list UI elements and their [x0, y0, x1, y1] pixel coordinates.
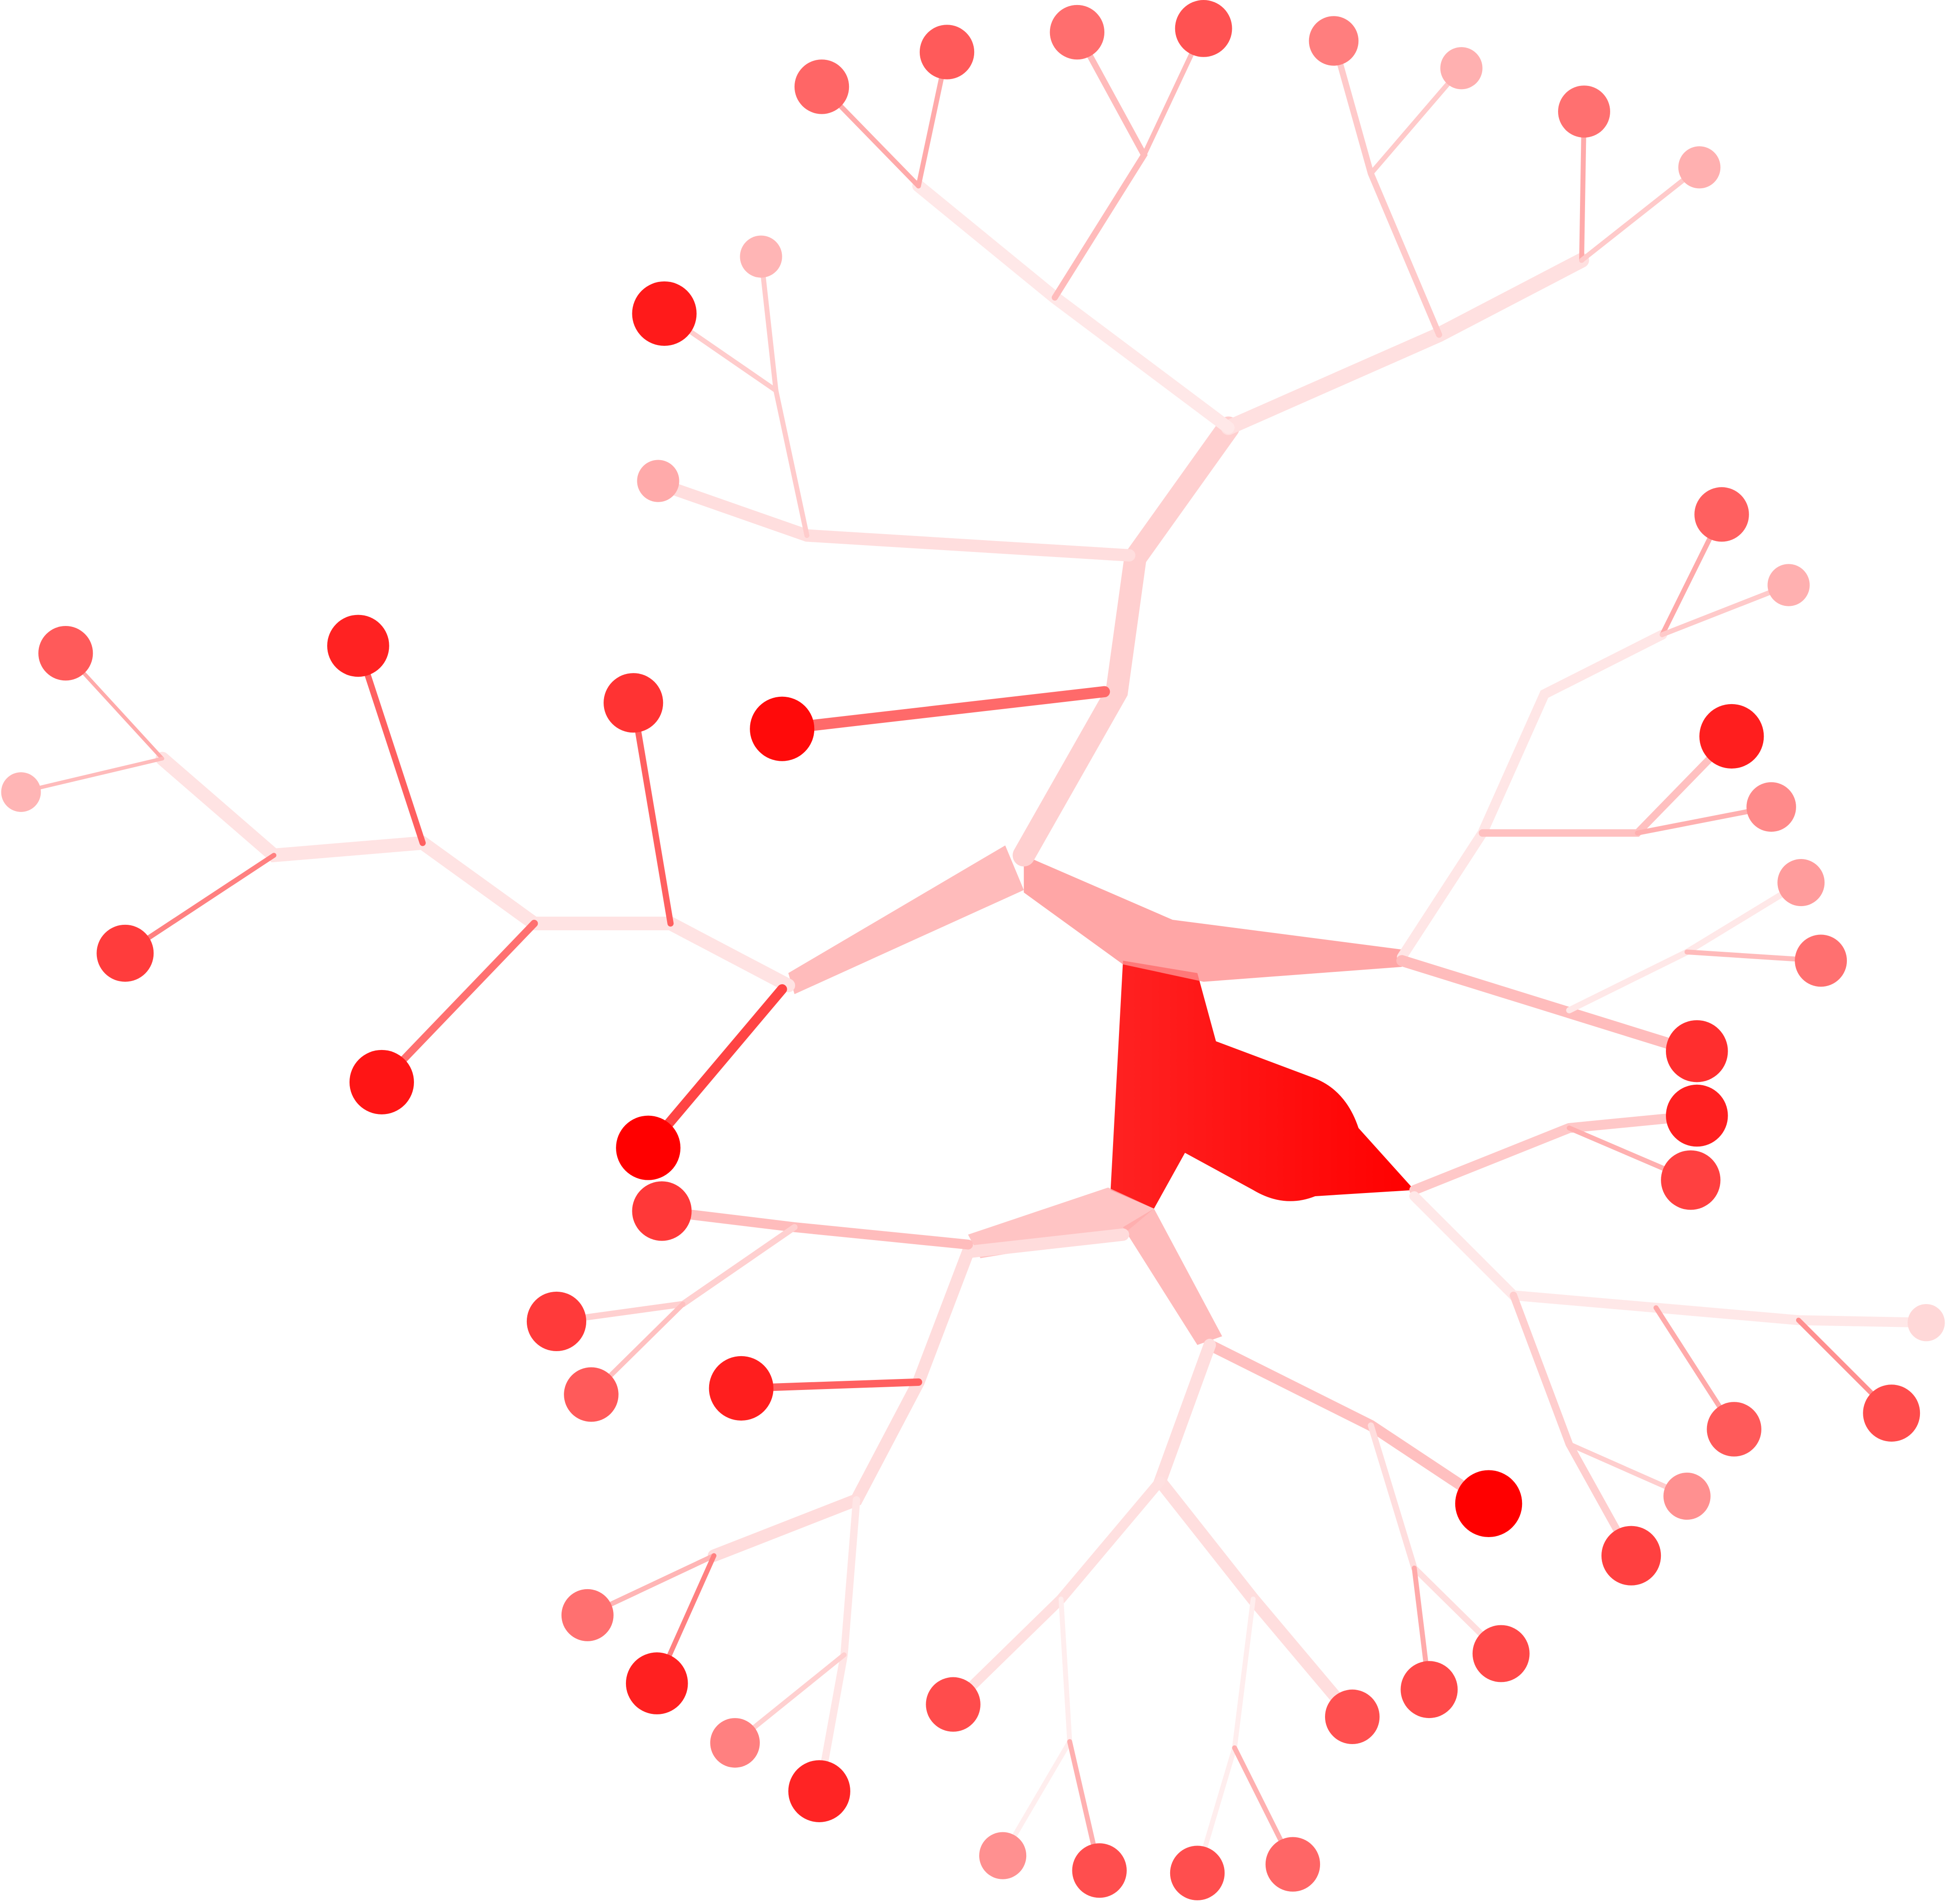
node	[709, 1356, 774, 1421]
edge	[1204, 1339, 1495, 1509]
edge	[1579, 164, 1702, 263]
node	[1265, 1837, 1320, 1892]
edge	[1195, 1596, 1256, 1876]
edge	[657, 1206, 973, 1250]
hub-upper-band	[1023, 855, 1402, 982]
hub-lower-band	[968, 1187, 1154, 1258]
node	[1170, 1846, 1225, 1900]
node	[632, 281, 697, 346]
edge	[19, 757, 164, 794]
node	[327, 615, 389, 677]
node	[616, 1115, 681, 1180]
edge	[758, 254, 779, 393]
node	[632, 1181, 692, 1241]
node	[740, 235, 782, 278]
edge	[122, 853, 276, 956]
node	[626, 1652, 688, 1714]
node	[919, 25, 975, 80]
edge	[355, 642, 426, 846]
edge	[1331, 37, 1442, 338]
edge	[1396, 955, 1699, 1057]
node	[1309, 16, 1359, 66]
node	[1072, 1843, 1127, 1898]
hub-lower-stem	[1123, 1209, 1222, 1345]
edge	[1409, 1110, 1702, 1195]
node	[926, 1677, 981, 1732]
edge	[776, 686, 1110, 735]
edge	[815, 1496, 860, 1795]
edge	[643, 984, 787, 1153]
node	[1050, 5, 1105, 60]
edge	[1013, 416, 1240, 867]
edge	[662, 311, 810, 538]
node	[1699, 704, 1764, 769]
edge	[378, 919, 538, 1086]
node	[1440, 47, 1483, 90]
node	[1663, 1472, 1711, 1520]
hub-left-band	[788, 845, 1024, 994]
node	[526, 1291, 587, 1352]
edge	[1051, 29, 1148, 301]
edge	[1368, 1422, 1504, 1657]
node	[1746, 782, 1796, 832]
node	[1678, 146, 1721, 189]
node	[1400, 1661, 1458, 1718]
edge	[1566, 879, 1804, 1013]
node	[1, 772, 41, 812]
node	[979, 1832, 1027, 1879]
node	[1472, 1625, 1530, 1682]
edge	[1153, 1338, 1359, 1723]
node	[1767, 564, 1810, 606]
node	[710, 1718, 760, 1768]
node	[788, 1760, 850, 1822]
edge	[948, 1476, 1165, 1710]
edge	[553, 1224, 798, 1325]
edge	[652, 477, 1135, 562]
node	[1601, 1526, 1661, 1586]
edge	[1221, 253, 1589, 435]
node	[1863, 1384, 1920, 1442]
node	[349, 1050, 414, 1114]
hub	[788, 845, 1415, 1345]
node	[38, 626, 93, 681]
node	[1777, 859, 1825, 907]
edges	[19, 26, 1931, 1876]
node	[794, 59, 849, 114]
node	[1666, 1020, 1728, 1082]
node	[1558, 85, 1610, 138]
edge	[630, 700, 674, 927]
node	[96, 924, 154, 982]
node	[604, 673, 663, 733]
edge	[707, 1228, 1129, 1562]
node	[1908, 1304, 1945, 1342]
edge	[155, 752, 795, 992]
edge	[1368, 65, 1464, 176]
node	[1175, 0, 1232, 57]
edge	[912, 180, 1235, 434]
node	[1707, 1402, 1761, 1457]
edge	[1660, 583, 1792, 637]
hub-core	[1110, 960, 1415, 1209]
node	[561, 1589, 614, 1641]
edge	[1409, 1191, 1931, 1328]
edge	[1397, 630, 1667, 962]
node	[1325, 1689, 1380, 1745]
edge	[1000, 1596, 1072, 1858]
node	[564, 1367, 619, 1422]
edge	[1510, 1291, 1635, 1559]
node	[637, 460, 679, 502]
node	[750, 696, 815, 761]
node	[1661, 1150, 1721, 1210]
node	[1694, 487, 1749, 542]
node	[1666, 1084, 1728, 1147]
node	[1795, 934, 1847, 987]
node	[1455, 1470, 1522, 1537]
